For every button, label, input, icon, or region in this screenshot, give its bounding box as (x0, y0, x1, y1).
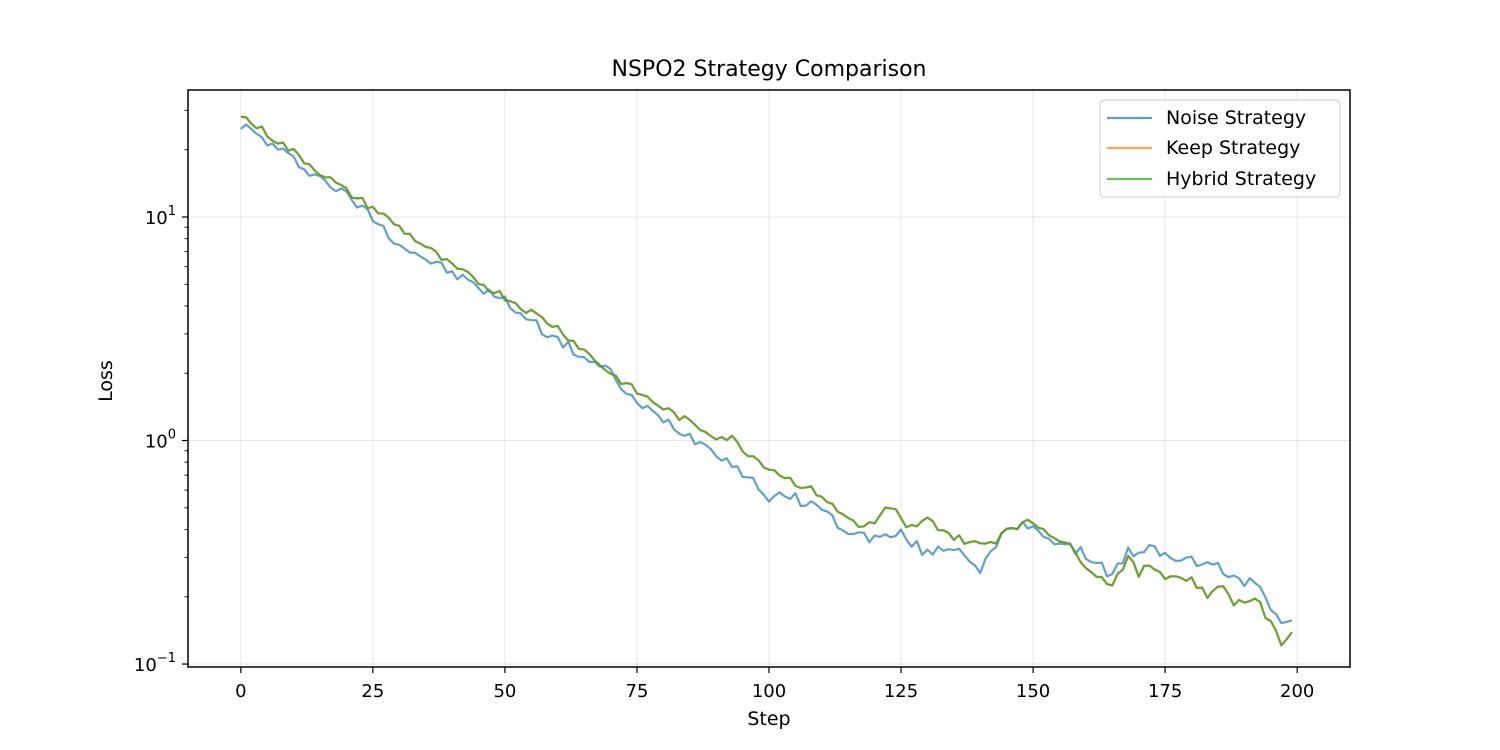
y-tick-label: 10−1 (134, 651, 176, 676)
y-tick-label: 101 (145, 204, 176, 229)
y-axis: 10−1 100 101 (134, 109, 188, 676)
x-tick-label: 125 (884, 681, 918, 702)
y-tick-label: 100 (145, 428, 176, 453)
x-tick-label: 175 (1148, 681, 1182, 702)
legend-box (1099, 99, 1341, 198)
legend-label-hybrid: Hybrid Strategy (1166, 168, 1316, 190)
x-tick-label: 0 (235, 681, 246, 702)
legend: Noise Strategy Keep Strategy Hybrid Stra… (1099, 99, 1341, 198)
series-lines (240, 115, 1293, 647)
legend-label-keep: Keep Strategy (1166, 137, 1300, 159)
x-tick-label: 75 (626, 681, 649, 702)
x-axis-title: Step (747, 708, 790, 730)
x-tick-label: 200 (1280, 681, 1314, 702)
x-tick-label: 100 (752, 681, 786, 702)
series-line-hybrid (240, 115, 1293, 647)
series-line-noise (240, 123, 1293, 625)
x-tick-label: 50 (493, 681, 516, 702)
x-axis: 0 25 50 75 100 125 150 175 200 (235, 667, 1314, 702)
legend-label-noise: Noise Strategy (1166, 107, 1306, 129)
chart-title: NSPO2 Strategy Comparison (612, 57, 927, 82)
x-tick-label: 25 (361, 681, 384, 702)
x-tick-label: 150 (1016, 681, 1050, 702)
y-axis-title: Loss (95, 360, 117, 402)
